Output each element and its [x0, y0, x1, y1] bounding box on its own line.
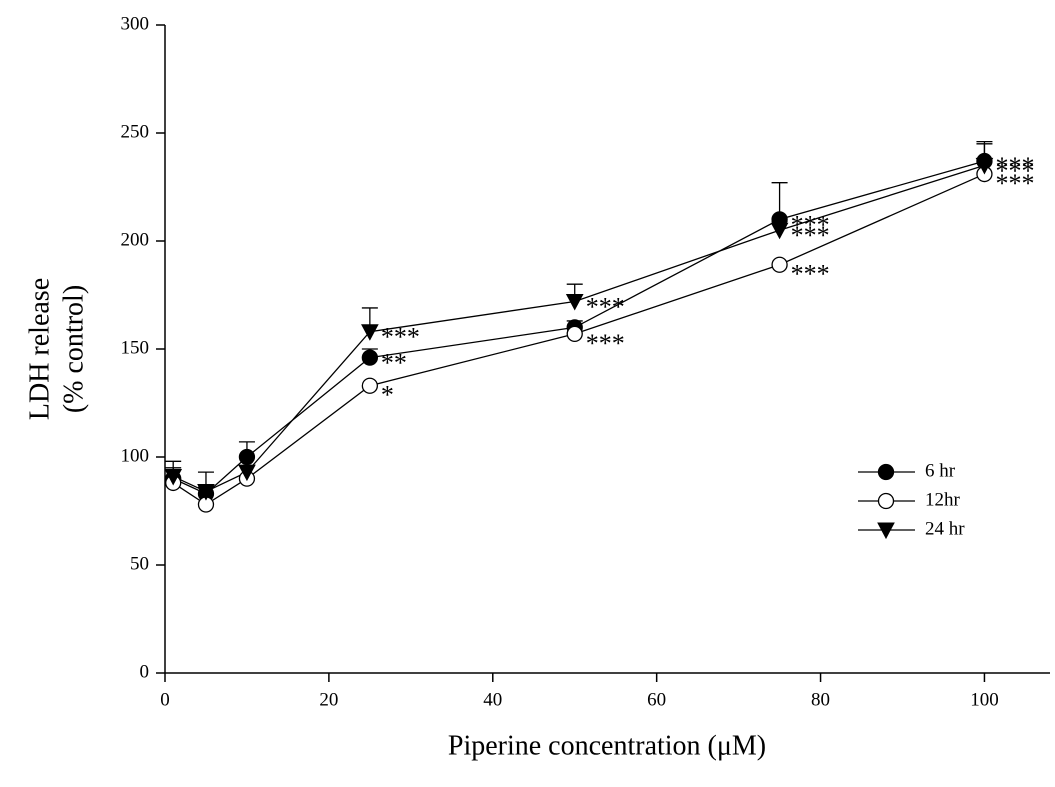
data-point	[566, 325, 583, 343]
significance-label: ***	[791, 221, 830, 250]
legend-marker	[877, 522, 895, 540]
legend-label: 12hr	[925, 489, 961, 510]
significance-label: *	[381, 381, 394, 410]
legend-marker	[877, 463, 895, 481]
significance-label: ***	[586, 329, 625, 358]
y-tick-label: 100	[121, 445, 150, 466]
significance-label: **	[381, 349, 407, 378]
x-axis-title: Piperine concentration (μM)	[448, 730, 766, 761]
x-tick-label: 80	[811, 689, 830, 710]
y-axis-title: LDH release	[24, 278, 55, 420]
significance-label: ***	[586, 292, 625, 321]
data-point	[197, 484, 215, 501]
y-tick-label: 50	[130, 553, 149, 574]
y-tick-label: 300	[121, 13, 150, 34]
legend-label: 24 hr	[925, 518, 965, 539]
data-point	[238, 448, 256, 466]
significance-label: ***	[995, 169, 1034, 198]
data-point	[361, 377, 379, 394]
significance-label: ***	[381, 323, 420, 352]
data-point	[771, 256, 788, 273]
x-tick-label: 0	[160, 689, 170, 710]
significance-label: ***	[995, 156, 1034, 185]
x-tick-label: 60	[647, 689, 666, 710]
significance-label: ***	[995, 152, 1034, 181]
data-point	[361, 324, 379, 341]
data-point	[770, 222, 789, 240]
data-point	[361, 349, 379, 366]
significance-label: ***	[791, 260, 830, 289]
data-point	[238, 464, 256, 482]
x-tick-label: 20	[319, 689, 338, 710]
legend-marker	[877, 492, 895, 510]
data-point	[565, 293, 584, 311]
x-tick-label: 40	[483, 689, 502, 710]
y-tick-label: 200	[121, 229, 150, 250]
y-tick-label: 250	[121, 121, 150, 142]
data-point	[164, 468, 183, 486]
significance-label: ***	[791, 210, 830, 239]
legend-label: 6 hr	[925, 460, 956, 481]
y-tick-label: 0	[140, 661, 150, 682]
y-axis-title: (% control)	[58, 285, 89, 413]
x-tick-label: 100	[970, 689, 999, 710]
data-point	[975, 157, 994, 175]
y-tick-label: 150	[121, 337, 150, 358]
